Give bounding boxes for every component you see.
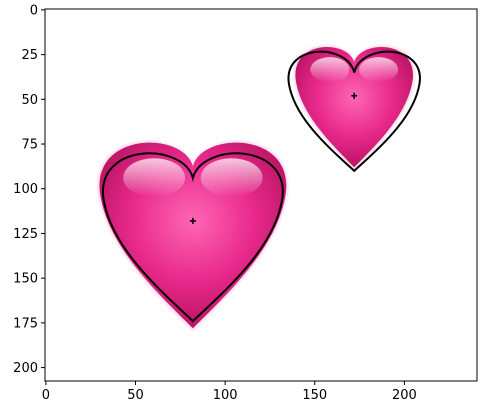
heart-small-highlight-left <box>310 57 350 83</box>
y-tick-label: 125 <box>13 227 38 242</box>
y-tick-label: 200 <box>13 361 38 376</box>
y-tick-label: 100 <box>13 182 38 197</box>
x-tick-label: 50 <box>127 388 144 403</box>
y-tick-label: 175 <box>13 316 38 331</box>
heart-large-highlight-left <box>123 158 186 197</box>
heart-small-highlight-right <box>359 57 399 83</box>
heart-large-outline <box>102 152 284 323</box>
y-tick-label: 50 <box>21 93 38 108</box>
x-tick-label: 100 <box>213 388 238 403</box>
heart-large-center-marker <box>189 217 196 224</box>
x-tick-label: 200 <box>392 388 417 403</box>
y-tick-label: 75 <box>21 138 38 153</box>
x-tick-label: 0 <box>42 388 50 403</box>
y-tick-label: 25 <box>21 48 38 63</box>
axes-frame <box>44 8 478 382</box>
heart-small-outline <box>287 50 421 173</box>
heart-small-center-marker <box>351 92 358 99</box>
x-tick-label: 150 <box>302 388 327 403</box>
heart-large-highlight-right <box>200 158 263 197</box>
y-tick-label: 0 <box>30 3 38 18</box>
y-tick-label: 150 <box>13 272 38 287</box>
